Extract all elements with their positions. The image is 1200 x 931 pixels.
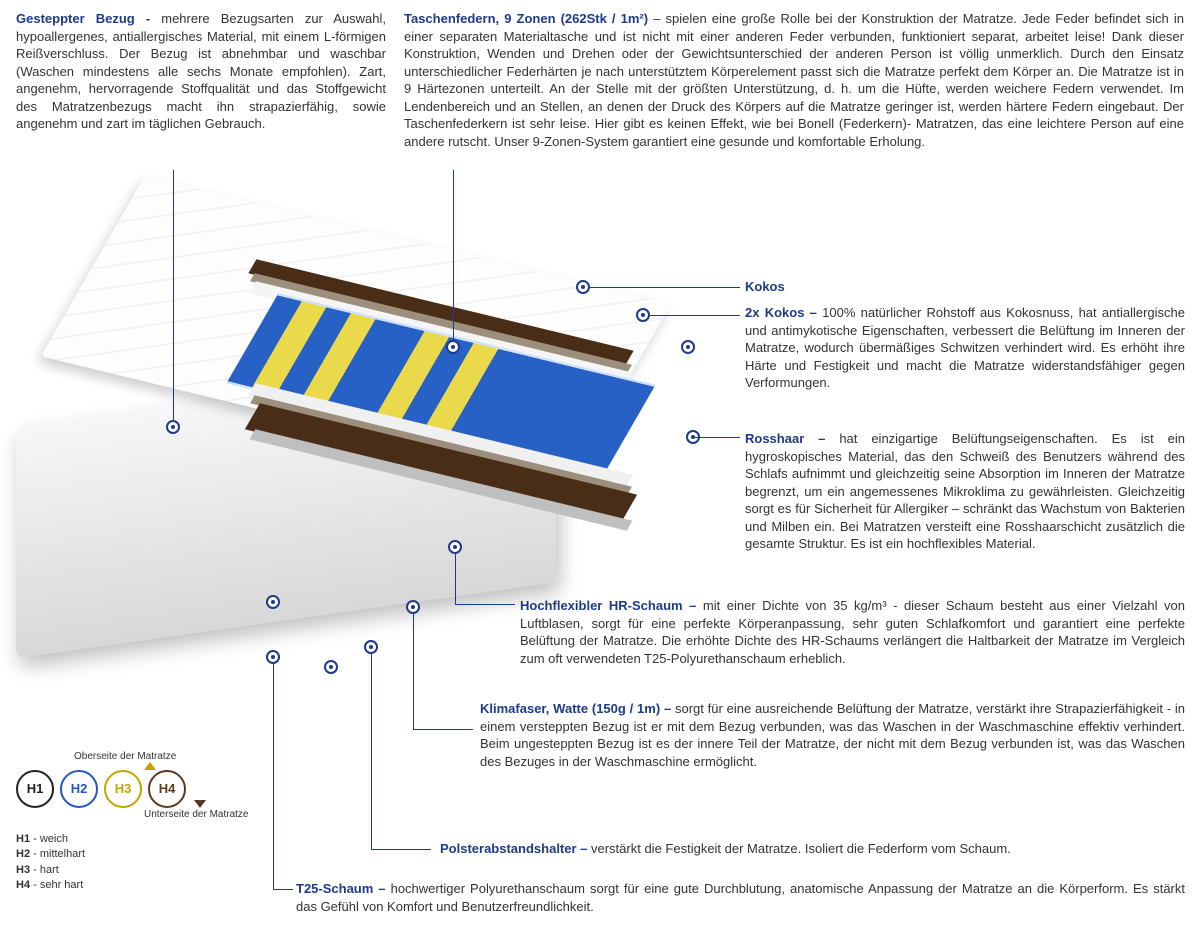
lead-line xyxy=(455,554,456,604)
marker-icon xyxy=(266,650,280,664)
taschenfedern-block: Taschenfedern, 9 Zonen (262Stk / 1m²) – … xyxy=(404,10,1184,150)
anno-kokos2: 2x Kokos – 100% natürlicher Rohstoff aus… xyxy=(745,304,1185,392)
rosshaar-title: Rosshaar – xyxy=(745,431,839,446)
taschenfedern-body: – spielen eine große Rolle bei der Konst… xyxy=(404,11,1184,149)
legend-def: H1 - weich xyxy=(16,832,85,847)
hr-title: Hochflexibler HR-Schaum – xyxy=(520,598,703,613)
polster-body: verstärkt die Festigkeit der Matratze. I… xyxy=(591,841,1011,856)
bezug-body: mehrere Bezugsarten zur Auswahl, hypoall… xyxy=(16,11,386,131)
lead-line xyxy=(695,437,740,438)
lead-line xyxy=(371,849,431,850)
lead-line xyxy=(413,729,473,730)
anno-rosshaar: Rosshaar – hat einzigartige Belüftungsei… xyxy=(745,430,1185,553)
triangle-down-icon xyxy=(194,800,206,808)
klima-title: Klimafaser, Watte (150g / 1m) – xyxy=(480,701,675,716)
anno-polster: Polsterabstandshalter – verstärkt die Fe… xyxy=(440,840,1185,858)
lead-line xyxy=(273,889,293,890)
marker-icon xyxy=(364,640,378,654)
anno-t25: T25-Schaum – hochwertiger Polyurethansch… xyxy=(296,880,1185,915)
t25-body: hochwertiger Polyurethanschaum sorgt für… xyxy=(296,881,1185,914)
legend-def: H2 - mittelhart xyxy=(16,847,85,862)
taschenfedern-title: Taschenfedern, 9 Zonen (262Stk / 1m²) xyxy=(404,11,653,26)
lead-line xyxy=(413,614,414,729)
kokos2-title: 2x Kokos – xyxy=(745,305,822,320)
marker-icon xyxy=(406,600,420,614)
rosshaar-body: hat einzigartige Belüftungseigenschaften… xyxy=(745,431,1185,551)
marker-icon xyxy=(636,308,650,322)
lead-line xyxy=(173,170,174,420)
legend-h2: H2 xyxy=(60,770,98,808)
polster-title: Polsterabstandshalter – xyxy=(440,841,591,856)
top-text-row: Gesteppter Bezug - mehrere Bezugsarten z… xyxy=(0,0,1200,150)
anno-klima: Klimafaser, Watte (150g / 1m) – sorgt fü… xyxy=(480,700,1185,770)
marker-icon xyxy=(324,660,338,674)
anno-kokos-label: Kokos xyxy=(745,278,945,296)
lead-line xyxy=(590,287,740,288)
lead-line xyxy=(273,664,274,889)
lead-line xyxy=(453,170,454,340)
bezug-title: Gesteppter Bezug - xyxy=(16,11,161,26)
lead-line xyxy=(650,315,740,316)
lead-line xyxy=(371,654,372,849)
legend-label-bottom: Unterseite der Matratze xyxy=(144,808,249,822)
legend-h4: H4 xyxy=(148,770,186,808)
lead-line xyxy=(455,604,515,605)
triangle-up-icon xyxy=(144,762,156,770)
t25-title: T25-Schaum – xyxy=(296,881,391,896)
bezug-block: Gesteppter Bezug - mehrere Bezugsarten z… xyxy=(16,10,386,150)
marker-icon xyxy=(446,340,460,354)
legend-h3: H3 xyxy=(104,770,142,808)
anno-hr: Hochflexibler HR-Schaum – mit einer Dich… xyxy=(520,597,1185,667)
marker-icon xyxy=(266,595,280,609)
kokos-label: Kokos xyxy=(745,279,785,294)
legend-def: H4 - sehr hart xyxy=(16,878,85,893)
legend-definitions: H1 - weich H2 - mittelhart H3 - hart H4 … xyxy=(16,832,85,894)
marker-icon xyxy=(448,540,462,554)
legend-h1: H1 xyxy=(16,770,54,808)
legend-circles: H1 H2 H3 H4 xyxy=(16,770,186,808)
legend-label-top: Oberseite der Matratze xyxy=(74,750,176,764)
legend-def: H3 - hart xyxy=(16,863,85,878)
marker-icon xyxy=(166,420,180,434)
marker-icon xyxy=(681,340,695,354)
marker-icon xyxy=(576,280,590,294)
